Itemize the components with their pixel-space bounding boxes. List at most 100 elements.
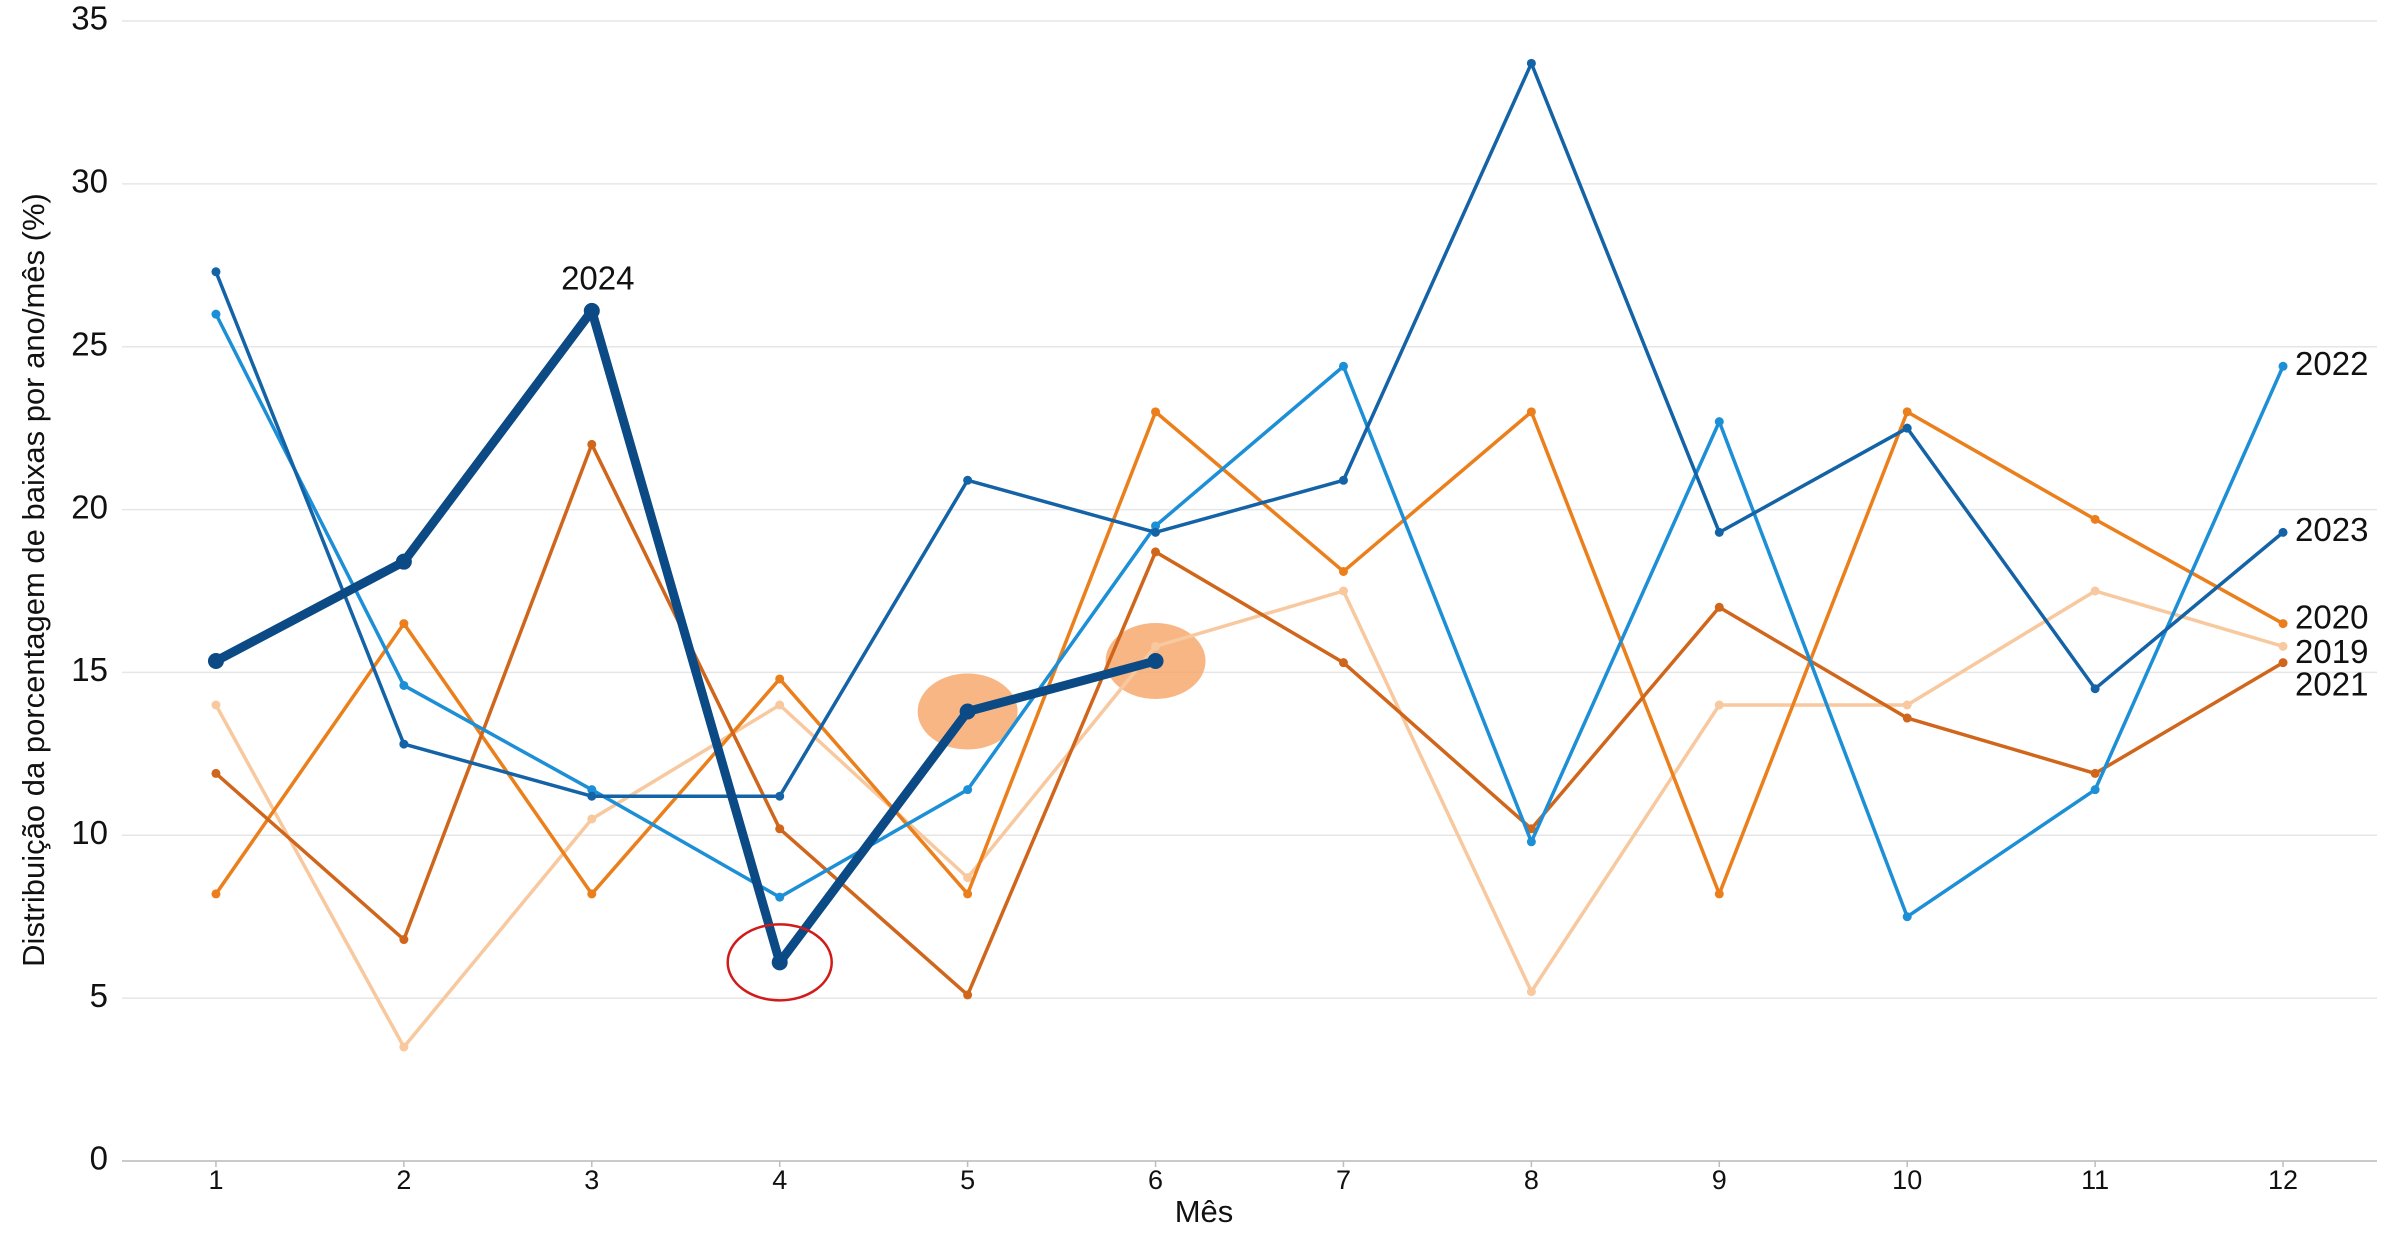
- data-point: [1714, 602, 1724, 612]
- data-point: [771, 954, 788, 971]
- y-tick-label: 15: [71, 651, 108, 688]
- data-point: [2090, 768, 2100, 778]
- data-point: [775, 824, 785, 834]
- x-tick-label: 2: [396, 1165, 411, 1195]
- x-tick-label: 9: [1712, 1165, 1727, 1195]
- data-point: [963, 990, 973, 1000]
- data-point: [211, 768, 221, 778]
- data-point: [1338, 475, 1348, 485]
- y-tick-label: 5: [90, 977, 108, 1014]
- data-point: [1902, 713, 1912, 723]
- data-point: [1151, 407, 1161, 417]
- series-line: [214, 442, 2284, 997]
- data-point: [399, 1042, 409, 1052]
- data-point: [2278, 619, 2288, 629]
- x-axis-label: Mês: [1175, 1194, 1234, 1229]
- data-point: [399, 739, 409, 749]
- data-point: [587, 814, 597, 824]
- data-point: [1151, 641, 1161, 651]
- y-tick-label: 25: [71, 325, 108, 362]
- data-point: [211, 700, 221, 710]
- data-point: [2090, 586, 2100, 596]
- data-point: [1714, 527, 1724, 537]
- data-point: [587, 439, 597, 449]
- data-point: [2278, 527, 2288, 537]
- data-point: [587, 791, 597, 801]
- series-label: 2020: [2295, 598, 2368, 635]
- y-tick-label: 20: [71, 488, 108, 525]
- data-point: [963, 475, 973, 485]
- data-point: [1526, 58, 1536, 68]
- data-point: [1151, 521, 1161, 531]
- highlight-ring: [726, 923, 833, 1002]
- data-point: [959, 703, 976, 720]
- data-point: [1526, 824, 1536, 834]
- x-tick-label: 7: [1336, 1165, 1351, 1195]
- data-point: [1902, 912, 1912, 922]
- data-point: [395, 553, 412, 570]
- data-point: [1338, 658, 1348, 668]
- x-tick-label: 3: [584, 1165, 599, 1195]
- series-line: [214, 61, 2285, 798]
- x-tick-label: 11: [2081, 1165, 2109, 1195]
- x-tick-label: 6: [1148, 1165, 1163, 1195]
- data-point: [587, 889, 597, 899]
- x-tick-label: 1: [208, 1165, 223, 1195]
- series-label: 2019: [2295, 633, 2368, 670]
- data-point: [775, 791, 785, 801]
- data-point: [1714, 417, 1724, 427]
- data-point: [1526, 837, 1536, 847]
- data-point: [207, 653, 224, 670]
- x-tick-label: 10: [1892, 1165, 1922, 1195]
- data-point: [211, 309, 221, 319]
- data-point: [1338, 361, 1348, 371]
- data-point: [2278, 641, 2288, 651]
- data-point: [775, 700, 785, 710]
- data-point: [1714, 700, 1724, 710]
- data-point: [1526, 407, 1536, 417]
- data-point: [2278, 361, 2288, 371]
- data-point: [1147, 653, 1164, 670]
- y-axis-label: Distribuição da porcentagem de baixas po…: [16, 193, 51, 967]
- data-point: [1526, 987, 1536, 997]
- series-label: 2022: [2295, 345, 2368, 382]
- series-line: [214, 313, 2285, 919]
- data-point: [399, 680, 409, 690]
- data-point: [963, 873, 973, 883]
- data-point: [775, 674, 785, 684]
- data-point: [211, 267, 221, 277]
- y-tick-label: 35: [71, 0, 108, 37]
- data-point: [399, 935, 409, 945]
- series-label: 2023: [2295, 511, 2368, 548]
- data-point: [1338, 586, 1348, 596]
- series-line: [214, 410, 2284, 896]
- x-tick-label: 12: [2268, 1165, 2298, 1195]
- data-point: [2090, 785, 2100, 795]
- data-point: [211, 889, 221, 899]
- data-point: [399, 619, 409, 629]
- data-point: [2090, 514, 2100, 524]
- data-point: [1902, 407, 1912, 417]
- series-label: 2024: [561, 260, 634, 297]
- x-tick-label: 4: [772, 1165, 787, 1195]
- series-label: 2021: [2295, 665, 2368, 702]
- series-line: [213, 306, 1157, 967]
- x-tick-label: 5: [960, 1165, 975, 1195]
- data-point: [1902, 700, 1912, 710]
- data-point: [587, 785, 597, 795]
- data-point: [2090, 684, 2100, 694]
- y-tick-label: 10: [71, 814, 108, 851]
- data-point: [583, 302, 600, 319]
- data-point: [963, 785, 973, 795]
- series-line: [214, 589, 2284, 1049]
- data-point: [1151, 547, 1161, 557]
- data-point: [1902, 423, 1912, 433]
- data-point: [775, 892, 785, 902]
- y-tick-label: 0: [90, 1140, 108, 1177]
- data-point: [1714, 889, 1724, 899]
- data-point: [1151, 527, 1161, 537]
- data-point: [963, 889, 973, 899]
- data-point: [2278, 658, 2288, 668]
- y-tick-label: 30: [71, 163, 108, 200]
